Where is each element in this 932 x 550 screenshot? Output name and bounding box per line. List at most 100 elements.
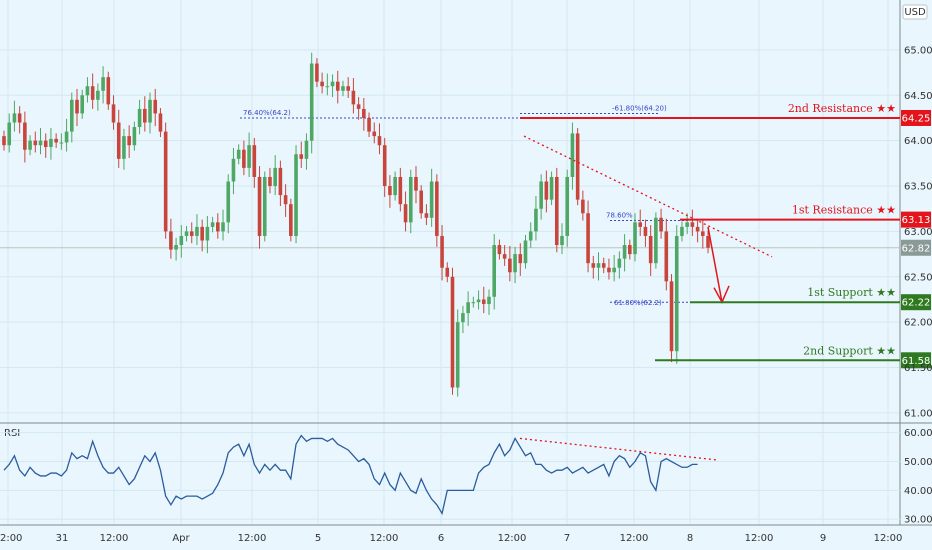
level-price-tag: [901, 294, 931, 311]
candle-body: [570, 133, 575, 177]
currency-box: [902, 4, 928, 20]
fib-label: 76.40%(64.2): [243, 109, 291, 117]
candle-body: [429, 181, 434, 218]
candle-body: [278, 167, 283, 196]
candle-body: [706, 235, 710, 248]
candle-body: [179, 235, 184, 246]
candle-body: [335, 81, 340, 91]
candle-body: [450, 276, 455, 388]
price-tick-label: 64.50: [904, 91, 932, 102]
level-price-tag-text: 64.25: [902, 113, 931, 124]
candle-body: [12, 113, 17, 123]
candle-body: [565, 176, 570, 236]
fib-label: 61.80%(62.2): [614, 299, 662, 307]
candle-body: [75, 99, 79, 114]
candle-body: [101, 77, 105, 91]
rsi-tick-label: 60.00: [904, 428, 932, 439]
candle-body: [476, 299, 481, 303]
candle-body: [539, 181, 543, 209]
candle-body: [273, 167, 277, 187]
time-tick-label: 31: [56, 533, 69, 544]
candle-body: [38, 140, 43, 146]
candle-body: [143, 108, 147, 123]
time-tick-label: 12:00: [874, 533, 903, 544]
candle-body: [695, 226, 700, 232]
candle-body: [659, 217, 663, 232]
time-tick-label: 12:00: [238, 533, 267, 544]
candle-body: [398, 176, 403, 205]
candle-body: [7, 122, 12, 146]
candle-body: [408, 176, 413, 223]
candle-body: [17, 113, 22, 123]
candle-body: [210, 222, 215, 227]
candle-body: [137, 108, 142, 128]
candle-body: [367, 117, 371, 132]
candle-body: [388, 186, 392, 196]
candle-body: [174, 245, 178, 250]
candle-body: [487, 296, 491, 305]
candle-body: [435, 181, 439, 236]
candle-body: [294, 154, 298, 236]
candle-body: [283, 195, 288, 205]
candle-body: [54, 138, 58, 143]
candle-body: [617, 258, 622, 268]
current-price-tag-text: 62.82: [902, 243, 931, 254]
candle-body: [612, 267, 616, 273]
time-tick-label: Apr: [172, 533, 190, 544]
candle-body: [247, 145, 251, 168]
rsi-label: RSI: [4, 428, 20, 439]
candle-body: [633, 222, 637, 255]
rsi-tick-label: 50.00: [904, 457, 932, 468]
candle-body: [236, 149, 241, 159]
candle-body: [132, 127, 137, 146]
candle-body: [189, 231, 194, 236]
rsi-tick-label: 40.00: [904, 486, 932, 497]
time-tick-label: 12:00: [745, 533, 774, 544]
candle-body: [116, 122, 121, 159]
price-tick-label: 63.50: [904, 182, 932, 193]
candle-body: [216, 222, 220, 232]
candle-body: [502, 254, 507, 259]
time-tick-label: 7: [564, 533, 570, 544]
candle-body: [111, 104, 116, 123]
candle-body: [664, 231, 669, 282]
candle-body: [163, 131, 168, 232]
candle-body: [23, 122, 27, 150]
candle-body: [424, 213, 429, 218]
candle-body: [445, 267, 450, 277]
fib-label: 78.60%: [606, 212, 633, 220]
candle-body: [299, 154, 304, 159]
candle-body: [320, 81, 324, 87]
candle-body: [148, 99, 152, 123]
fib-label: -61.80%(64.20): [612, 104, 667, 112]
candle-body: [127, 136, 131, 146]
current-price-tag: [901, 239, 931, 256]
candle-body: [674, 235, 679, 352]
candle-body: [523, 240, 528, 264]
candle-body: [153, 99, 158, 114]
level-price-tag-text: 63.13: [902, 215, 931, 226]
candle-body: [455, 322, 460, 388]
candle-body: [638, 222, 643, 227]
candle-body: [330, 81, 335, 87]
candle-body: [43, 140, 48, 148]
candle-body: [596, 263, 601, 268]
time-tick-label: 8: [687, 533, 693, 544]
candle-body: [195, 226, 199, 236]
candle-body: [414, 176, 418, 191]
candle-body: [492, 245, 497, 297]
candle-body: [221, 222, 225, 232]
level-label: 2nd Support ★★: [803, 344, 896, 357]
price-tick-label: 64.00: [904, 136, 932, 147]
candle-body: [513, 254, 517, 273]
candle-body: [49, 138, 53, 148]
candle-body: [289, 204, 293, 236]
candle-body: [231, 158, 236, 182]
candle-body: [466, 302, 470, 314]
candle-body: [440, 235, 444, 268]
level-label: 2nd Resistance ★★: [788, 102, 896, 115]
rsi-tick-label: 30.00: [904, 515, 932, 526]
candle-body: [685, 222, 689, 227]
candle-body: [356, 104, 361, 109]
